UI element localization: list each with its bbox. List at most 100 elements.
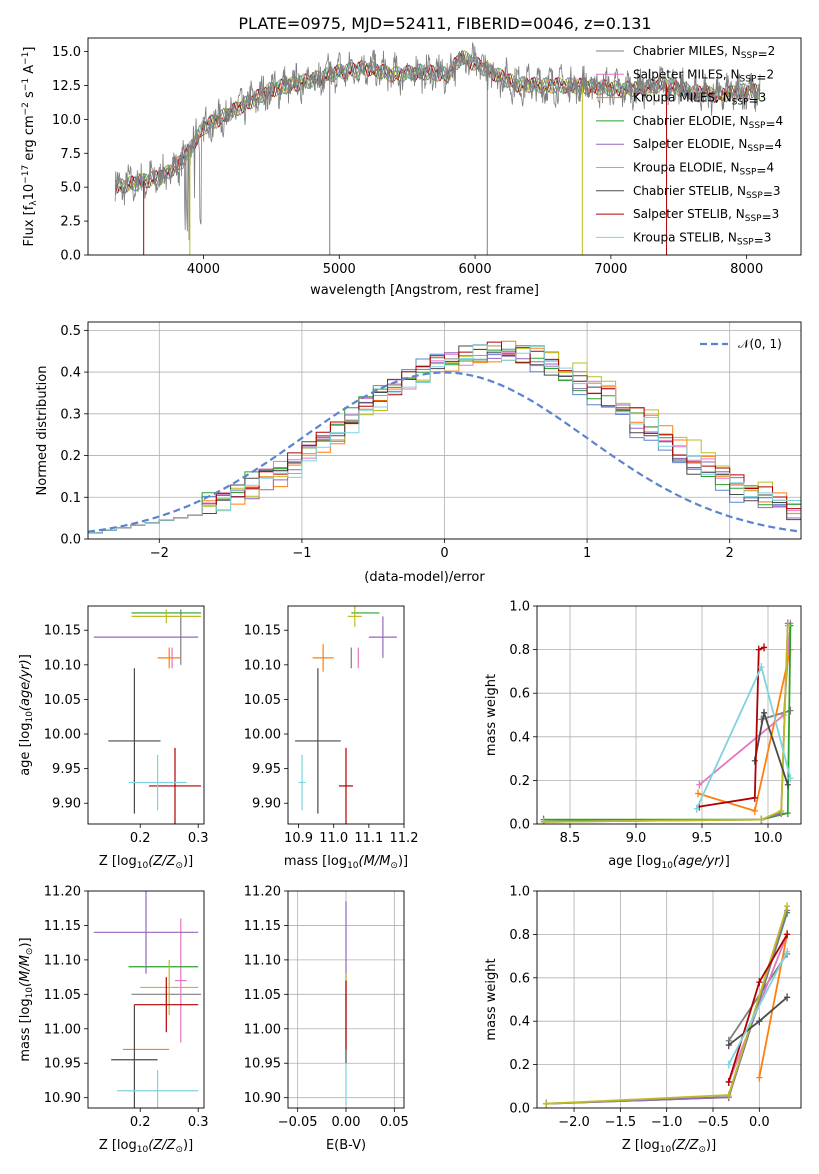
errorbar-point	[134, 977, 199, 1033]
x-tick-label: 0.0	[749, 1115, 770, 1130]
figure-title: PLATE=0975, MJD=52411, FIBERID=0046, z=0…	[238, 14, 651, 33]
axes-frame	[87, 605, 205, 825]
axes-frame	[87, 321, 802, 540]
legend-label: Salpeter STELIB, NSSP=3	[633, 207, 779, 224]
mass-weight-line	[543, 625, 792, 821]
x-tick-label: 0	[440, 546, 448, 561]
errorbar-point	[93, 891, 199, 974]
panel-residual-hist: −2 −1 0 1 2 0.0 0.1 0.2 0.3 0.4 0.5 𝒩(0, 1) (data-mo…	[35, 321, 802, 585]
y-tick-label: 15.0	[52, 45, 81, 60]
y-tick-label: 0.4	[509, 730, 530, 745]
legend-nssp-prefix: , N	[724, 44, 741, 58]
panel-age-vs-z: 0.2 0.3 9.90 9.95 10.00 10.05 10.10 10.15 Z [log…	[18, 605, 209, 871]
y-label-part: Flux [f	[22, 205, 37, 246]
y-axis-label: mass weight	[484, 958, 499, 1040]
x-tick-label: 8.5	[560, 831, 581, 846]
legend-model-name: Chabrier ELODIE	[633, 114, 732, 128]
legend-nssp-value: 3	[759, 91, 767, 105]
x-tick-label: −1.0	[651, 1115, 683, 1130]
y-tick-label: 1.0	[509, 600, 530, 615]
mass-weight-marker	[784, 780, 791, 789]
legend-eq: =	[749, 94, 759, 108]
legend-nssp-sub: SSP	[737, 237, 754, 247]
errorbar-point	[338, 747, 354, 824]
legend-nssp-value: 2	[768, 44, 776, 58]
mass-weight-marker	[756, 1017, 763, 1026]
mass-weight-marker	[761, 708, 768, 717]
y-tick-label: 9.95	[252, 762, 281, 777]
legend-eq: =	[764, 140, 774, 154]
y-tick-label: 11.10	[244, 953, 281, 968]
mass-weight-marker	[540, 817, 547, 824]
panel-massweight-vs-age: 8.5 9.0 9.5 10.0 0.0 0.2 0.4 0.6 0.8 1.0 mass weig…	[484, 600, 802, 871]
x-tick-label: 0.3	[188, 1115, 209, 1130]
y-tick-label: 10.95	[44, 1057, 81, 1072]
panel-mass-vs-z: 0.2 0.3 10.90 10.95 11.00 11.05 11.10 11.15 11.2…	[18, 885, 209, 1156]
plot-area-mass-vs-ebv	[288, 891, 404, 1108]
plot-area-massweight-vs-age	[537, 606, 801, 824]
legend-model-name: Salpeter ELODIE	[633, 137, 731, 151]
legend-nssp-prefix: , N	[723, 161, 740, 175]
y-tick-label: 5.0	[60, 181, 81, 196]
x-tick-label: 9.5	[692, 831, 713, 846]
mass-weight-marker	[784, 902, 791, 911]
legend-eq: =	[765, 117, 775, 131]
axes-frame	[536, 605, 802, 825]
x-axis-label: (data-model)/error	[364, 570, 485, 585]
x-tick-label: 6000	[459, 262, 492, 277]
x-tick-label: 0.2	[130, 831, 151, 846]
x-tick-label: −1.5	[605, 1115, 637, 1130]
y-tick-label: 10.15	[244, 624, 281, 639]
mass-weight-marker	[784, 621, 791, 630]
x-axis-label: mass [log10(M/M⊙)]	[284, 854, 408, 871]
y-tick-label: 11.15	[44, 919, 81, 934]
x-tick-label: −0.5	[697, 1115, 729, 1130]
x-tick-label: −1	[292, 546, 311, 561]
y-axis-label: mass [log10(M/M⊙)]	[18, 937, 35, 1061]
mass-weight-marker	[725, 1077, 732, 1086]
mass-weight-marker	[543, 1099, 550, 1108]
y-tick-label: 10.05	[244, 693, 281, 708]
mass-weight-marker	[787, 774, 794, 783]
legend-eq: =	[756, 70, 766, 84]
plot-area-mass-vs-z	[93, 891, 202, 1108]
legend-model-name: Salpeter STELIB	[633, 207, 728, 221]
mass-weight-line	[758, 934, 788, 1078]
mass-weight-marker	[761, 643, 768, 652]
y-tick-label: 0.0	[60, 533, 81, 548]
mass-weight-marker	[725, 1060, 732, 1069]
legend-nssp-value: 2	[766, 67, 774, 81]
errorbar-point	[368, 616, 397, 658]
legend-nssp-value: 4	[776, 114, 784, 128]
y-tick-label: 9.90	[252, 797, 281, 812]
mass-weight-line	[727, 951, 788, 1066]
y-tick-label: 0.2	[60, 449, 81, 464]
plot-area-spectrum	[114, 41, 761, 255]
plot-area-age-vs-z	[93, 609, 202, 824]
legend-eq: =	[762, 210, 772, 224]
legend-nssp-sub: SSP	[747, 144, 764, 154]
y-axis-label: Normed distribution	[35, 366, 50, 496]
x-axis-label: Z [log10(Z/Z⊙)]	[622, 1138, 716, 1155]
legend-model-name: Chabrier MILES	[633, 44, 724, 58]
residual-histogram-step	[88, 344, 801, 534]
legend-nssp-value: 3	[764, 230, 772, 244]
y-tick-label: 10.15	[44, 624, 81, 639]
legend-label: Kroupa STELIB, NSSP=3	[633, 230, 771, 247]
y-tick-label: 0.8	[509, 928, 530, 943]
model-spectrum-line	[114, 51, 761, 192]
y-tick-label: 0.1	[60, 491, 81, 506]
legend-label: Chabrier ELODIE, NSSP=4	[633, 114, 783, 131]
legend-nssp-prefix: , N	[720, 230, 737, 244]
legend-nssp-prefix: , N	[715, 91, 732, 105]
legend-nssp-prefix: , N	[723, 67, 740, 81]
y-tick-label: 1.0	[509, 885, 530, 900]
panel-mass-vs-ebv: −0.05 0.00 0.05 10.90 10.95 11.00 11.05 11.10 11…	[244, 885, 409, 1154]
legend-eq: =	[763, 187, 773, 201]
x-tick-label: 0.00	[332, 1115, 361, 1130]
x-axis-label: Z [log10(Z/Z⊙)]	[99, 1138, 193, 1155]
axes-frame	[87, 890, 205, 1109]
y-tick-label: 0.3	[60, 407, 81, 422]
x-tick-label: 0.3	[188, 831, 209, 846]
